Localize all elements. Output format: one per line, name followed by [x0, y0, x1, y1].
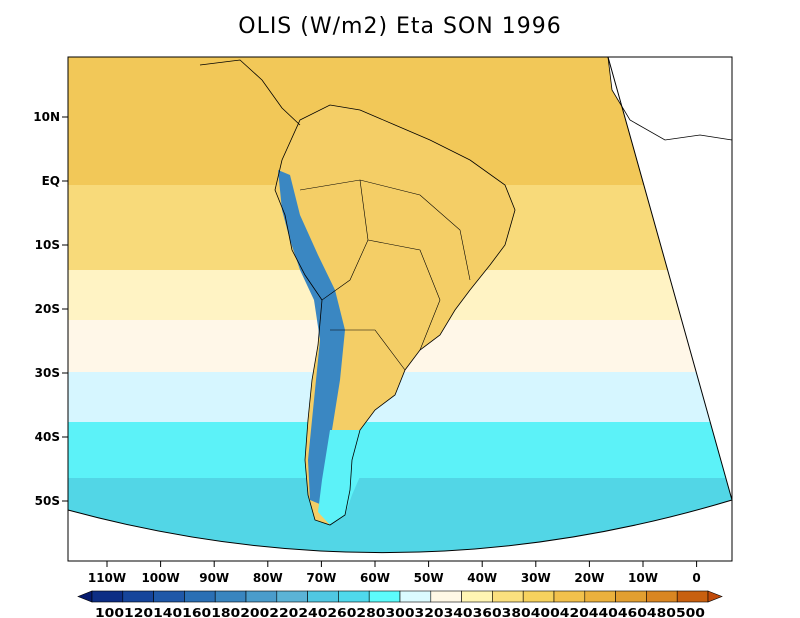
lon-label: 40W [467, 571, 497, 585]
south-america-land [275, 105, 515, 525]
colorbar-swatch [430, 590, 462, 603]
lon-label: 100W [141, 571, 179, 585]
domain-boundary [67, 56, 733, 554]
andes-cordillera [278, 170, 345, 505]
lon-label: 90W [199, 571, 229, 585]
colorbar-swatch [153, 590, 185, 603]
lat-label: 40S [35, 430, 60, 444]
colorbar-swatch [553, 590, 586, 603]
patagonia-land [318, 430, 380, 525]
colorbar-swatch [307, 590, 339, 603]
central-america-coastline [199, 59, 301, 126]
olis-field [68, 57, 732, 553]
colorbar-swatch [276, 590, 308, 603]
latitude-axis: 10N EQ 10S 20S 30S 40S 50S [33, 110, 68, 508]
lon-label: 0 [692, 571, 700, 585]
lat-label: EQ [42, 174, 60, 188]
lon-label: 30W [521, 571, 551, 585]
central-america-land [200, 60, 300, 132]
colorbar-swatch [676, 590, 709, 603]
country-borders [299, 179, 471, 371]
lat-label: 20S [35, 302, 60, 316]
lat-label: 30S [35, 366, 60, 380]
lon-label: 110W [88, 571, 126, 585]
lon-label: 20W [574, 571, 604, 585]
lon-label: 80W [253, 571, 283, 585]
colorbar-labels: 1001201401601802002202402602803003203403… [95, 606, 705, 618]
colorbar-swatch [461, 590, 493, 603]
colorbar-swatch [245, 590, 278, 603]
colorbar-arrow-high [707, 590, 723, 603]
field-band-cyan [68, 422, 732, 482]
lon-label: 60W [360, 571, 390, 585]
lat-label: 50S [35, 494, 60, 508]
lat-label: 10N [33, 110, 60, 124]
lat-label: 10S [35, 238, 60, 252]
colorbar-swatch [338, 590, 370, 603]
longitude-axis: 110W 100W 90W 80W 70W 60W 50W 40W 30W 20W 10W 0 [88, 561, 701, 585]
colorbar-swatch [122, 590, 154, 603]
colorbar-swatch [646, 590, 678, 603]
colorbar-swatch [184, 590, 216, 603]
colorbar-swatch [522, 590, 555, 603]
colorbar-swatch [368, 590, 401, 603]
lon-label: 10W [628, 571, 658, 585]
colorbar-swatch [584, 590, 616, 603]
colorbar-swatch [214, 590, 247, 603]
map-title: OLIS (W/m2) Eta SON 1996 [238, 14, 562, 39]
colorbar-swatch [91, 590, 124, 603]
colorbar-swatch [399, 590, 432, 603]
colorbar-swatch [615, 590, 647, 603]
lon-label: 70W [306, 571, 336, 585]
colorbar-swatch [492, 590, 524, 603]
south-america-coastline [274, 104, 516, 526]
africa-coastline [607, 56, 733, 141]
colorbar-arrow-low [77, 590, 93, 603]
lon-label: 50W [414, 571, 444, 585]
colorbar [77, 590, 723, 603]
